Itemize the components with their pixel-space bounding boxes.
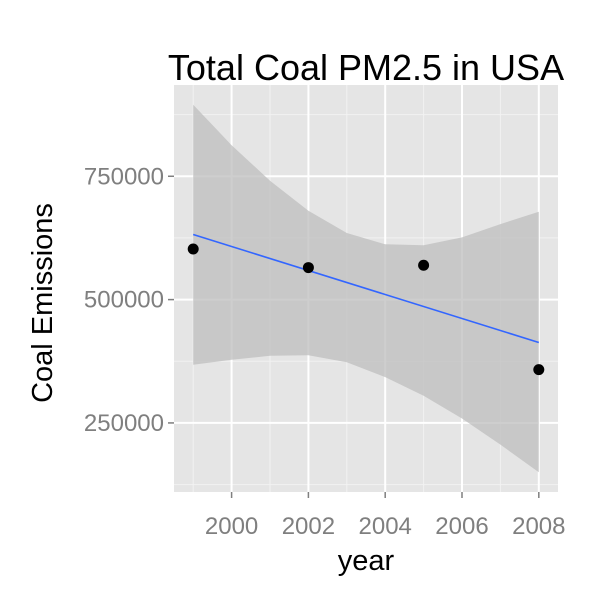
x-tick-label: 2006 [435,513,488,540]
y-tick-label: 750000 [84,163,164,190]
x-tick-label: 2004 [359,513,412,540]
data-points [187,243,545,376]
trend-line [192,233,540,344]
y-tick-label: 500000 [84,287,164,314]
x-tick-label: 2008 [512,513,565,540]
chart-title: Total Coal PM2.5 in USA [168,47,564,88]
x-tick-label: 2002 [282,513,335,540]
x-axis-ticks: 2000 2002 2004 2006 2008 [205,492,565,540]
y-axis-title: Coal Emissions [27,203,59,403]
data-point [187,243,199,255]
data-point [302,262,314,274]
x-tick-label: 2000 [205,513,258,540]
data-point [533,364,545,376]
data-point [418,259,430,271]
x-axis-title: year [338,545,395,577]
y-axis-ticks: 250000 500000 750000 [84,163,174,437]
y-tick-label: 250000 [84,410,164,437]
